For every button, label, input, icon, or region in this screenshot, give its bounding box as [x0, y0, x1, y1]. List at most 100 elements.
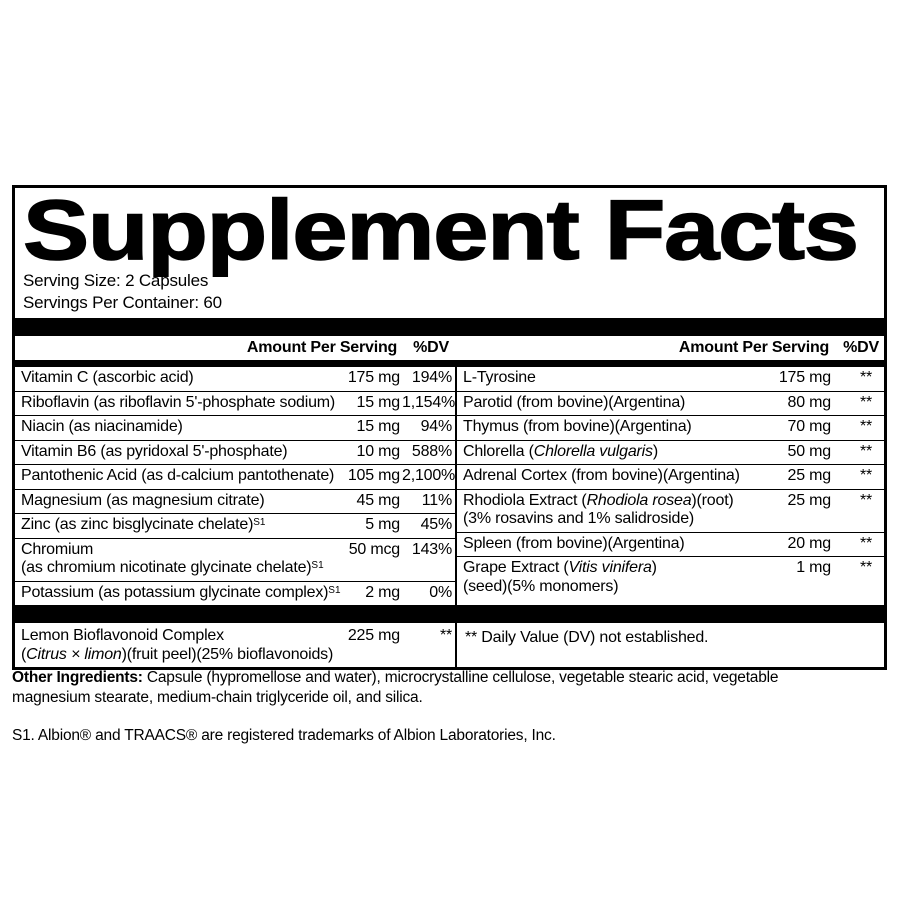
serving-size: Serving Size: 2 Capsules	[23, 271, 209, 290]
ingredient-row: Vitamin C (ascorbic acid) 175 mg 194%	[15, 367, 455, 392]
ingredient-name: Chromium (as chromium nicotinate glycinat…	[21, 541, 338, 578]
ingredient-row: Adrenal Cortex (from bovine)(Argentina) 2…	[457, 465, 884, 490]
ingredient-name-line: Vitamin C (ascorbic acid)	[21, 369, 194, 386]
amount-per-serving-header-left: Amount Per Serving	[246, 339, 398, 356]
ingredient-name: Niacin (as niacinamide)	[21, 418, 338, 437]
ingredient-name: Vitamin C (ascorbic acid)	[21, 369, 338, 388]
ingredient-name: Riboflavin (as riboflavin 5'-phosphate s…	[21, 394, 338, 413]
dv-value: 194%	[411, 369, 452, 386]
ingredient-row: Riboflavin (as riboflavin 5'-phosphate s…	[15, 392, 456, 416]
column-divider	[455, 367, 457, 605]
amount-value: 45 mg	[356, 491, 401, 509]
ingredient-name: Parotid (from bovine)(Argentina)	[463, 394, 763, 413]
ingredient-name-line: Zinc (as zinc bisglycinate chelate)S1	[21, 516, 266, 533]
ingredient-name: Potassium (as potassium glycinate comple…	[21, 583, 341, 603]
dv-value: **	[859, 559, 872, 576]
ingredient-name-line: Magnesium (as magnesium citrate)	[21, 491, 265, 509]
column-header-left: Amount Per Serving %DV	[15, 339, 455, 357]
other-ingredients-text: Capsule (hypromellose and water), microc…	[12, 669, 779, 706]
ingredient-name-line: Lemon Bioflavonoid Complex	[21, 627, 224, 644]
panel-title: Supplement Facts	[22, 183, 860, 277]
daily-value-footnote: ** Daily Value (DV) not established.	[465, 629, 709, 646]
dv-value: **	[859, 418, 872, 435]
ingredient-name: L-Tyrosine	[463, 369, 763, 388]
ingredient-row: Parotid (from bovine)(Argentina) 80 mg **	[457, 392, 884, 416]
ingredient-name: Spleen (from bovine)(Argentina)	[463, 535, 763, 554]
amount-value: 175 mg	[347, 369, 400, 386]
ingredient-name: Adrenal Cortex (from bovine)(Argentina)	[463, 467, 763, 486]
amount-value: 175 mg	[778, 369, 831, 386]
ingredient-name-line: Niacin (as niacinamide)	[21, 418, 183, 435]
dv-value: **	[859, 491, 872, 509]
ingredient-name-line: Potassium (as potassium glycinate comple…	[21, 583, 341, 601]
ingredient-table-left: Vitamin C (ascorbic acid) 175 mg 194% Ribof…	[15, 367, 455, 605]
ingredient-row: Vitamin B6 (as pyridoxal 5'-phosphate) 10…	[15, 441, 455, 465]
ingredient-name-line: Parotid (from bovine)(Argentina)	[463, 393, 686, 411]
ingredient-table-right: L-Tyrosine 175 mg ** Parotid (from bovine)(…	[457, 367, 884, 605]
dv-value: 143%	[411, 540, 452, 558]
ingredient-row: Lemon Bioflavonoid Complex (Citrus × limo…	[15, 623, 455, 667]
ingredient-name: Vitamin B6 (as pyridoxal 5'-phosphate)	[21, 443, 338, 462]
dv-value: **	[859, 369, 872, 386]
dv-value: 588%	[411, 442, 452, 460]
amount-per-serving-header-right: Amount Per Serving	[678, 339, 830, 356]
ingredient-row: Chlorella (Chlorella vulgaris) 50 mg **	[457, 441, 884, 465]
ingredient-row: Chromium (as chromium nicotinate glycinat…	[15, 539, 455, 582]
ingredient-name-line: L-Tyrosine	[463, 369, 536, 386]
dv-value: **	[859, 467, 872, 484]
ingredient-row: Magnesium (as magnesium citrate) 45 mg 11%	[15, 490, 455, 514]
ingredient-row: Spleen (from bovine)(Argentina) 20 mg **	[457, 533, 884, 557]
dv-value: 1,154%	[402, 393, 456, 411]
ingredient-name-line: Pantothenic Acid (as d-calcium pantothen…	[21, 467, 335, 484]
ingredient-name: Chlorella (Chlorella vulgaris)	[463, 443, 763, 462]
ingredient-name-line: Chromium	[21, 540, 94, 558]
column-header-row: Amount Per Serving %DV Amount Per Servin…	[15, 336, 884, 360]
ingredient-name: Zinc (as zinc bisglycinate chelate)S1	[21, 516, 338, 535]
amount-value: 80 mg	[787, 393, 832, 411]
other-ingredients-label: Other Ingredients:	[12, 669, 143, 686]
divider-bar-bottom	[15, 605, 884, 623]
ingredient-row: Thymus (from bovine)(Argentina) 70 mg **	[457, 416, 884, 441]
amount-value: 50 mg	[787, 442, 832, 460]
amount-value: 105 mg	[347, 467, 400, 484]
amount-value: 2 mg	[365, 583, 400, 601]
ingredient-name: Rhodiola Extract (Rhodiola rosea)(root)(…	[463, 492, 763, 529]
amount-value: 5 mg	[365, 516, 400, 533]
footer-table-left: Lemon Bioflavonoid Complex (Citrus × limo…	[15, 623, 455, 667]
footer-table-right: ** Daily Value (DV) not established.	[457, 623, 884, 667]
ingredient-name-line: Vitamin B6 (as pyridoxal 5'-phosphate)	[21, 442, 288, 460]
dv-value: 94%	[420, 418, 453, 435]
dv-value: **	[859, 534, 872, 552]
ingredient-name: Magnesium (as magnesium citrate)	[21, 492, 338, 511]
ingredient-name: Thymus (from bovine)(Argentina)	[463, 418, 763, 437]
ingredient-name-line: (Citrus × limon)(fruit peel)(25% bioflav…	[21, 645, 334, 663]
supplement-facts-panel: Supplement Facts Serving Size: 2 Capsule…	[12, 185, 887, 670]
ingredient-row: L-Tyrosine 175 mg **	[457, 367, 884, 392]
divider-bar-top	[15, 318, 884, 336]
amount-value: 20 mg	[787, 534, 832, 552]
ingredient-name: Lemon Bioflavonoid Complex (Citrus × limo…	[21, 627, 338, 664]
ingredient-name-line: (as chromium nicotinate glycinate chelat…	[21, 559, 324, 576]
ingredient-name-line: (3% rosavins and 1% salidroside)	[463, 510, 695, 527]
other-ingredients: Other Ingredients: Capsule (hypromellose…	[12, 668, 844, 708]
footer-columns: Lemon Bioflavonoid Complex (Citrus × limo…	[15, 623, 884, 667]
ingredient-name: Grape Extract (Vitis vinifera) (seed)(5% …	[463, 559, 763, 596]
amount-value: 225 mg	[347, 627, 400, 644]
dv-value: **	[859, 442, 872, 460]
ingredient-name-line: Thymus (from bovine)(Argentina)	[463, 418, 692, 435]
dv-value: 0%	[429, 583, 452, 601]
amount-value: 15 mg	[356, 418, 401, 435]
ingredient-row: Zinc (as zinc bisglycinate chelate)S1 5 m…	[15, 514, 455, 539]
dv-value: 11%	[421, 491, 452, 509]
column-header-right: Amount Per Serving %DV	[455, 339, 884, 357]
panel-title-wrap: Supplement Facts	[15, 183, 884, 277]
ingredient-row: Pantothenic Acid (as d-calcium pantothen…	[15, 465, 455, 490]
dv-header-right: %DV	[843, 339, 879, 356]
ingredient-name-line: Spleen (from bovine)(Argentina)	[463, 534, 685, 552]
amount-value: 15 mg	[356, 393, 401, 411]
trademark-note: S1. Albion® and TRAACS® are registered t…	[12, 727, 556, 744]
ingredient-row: Grape Extract (Vitis vinifera) (seed)(5% …	[457, 557, 884, 599]
amount-value: 1 mg	[796, 559, 831, 576]
dv-value: 2,100%	[402, 467, 456, 484]
footer-column-divider	[455, 623, 457, 667]
